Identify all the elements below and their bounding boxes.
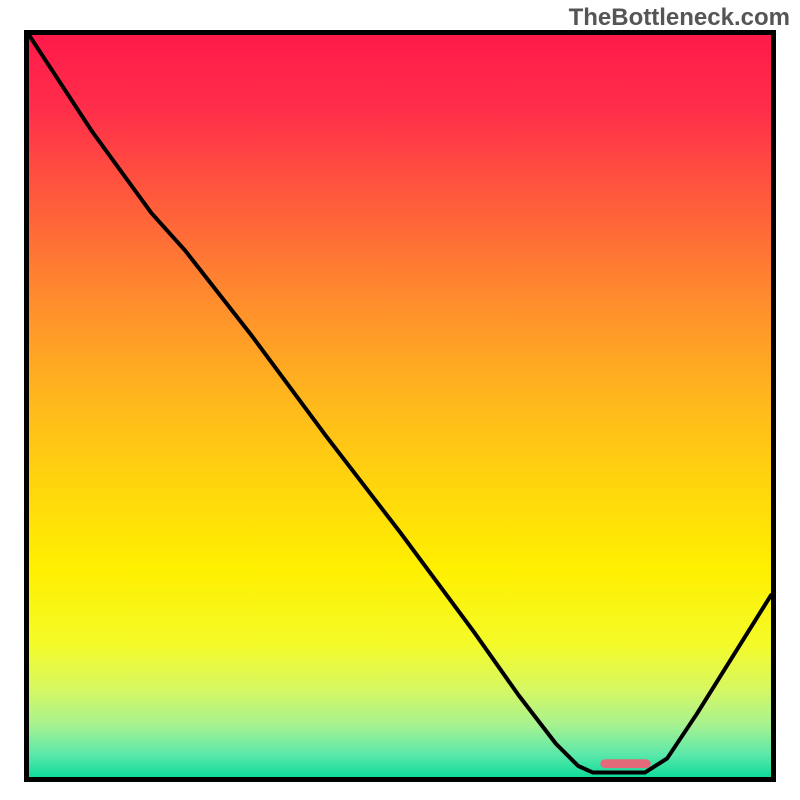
optimal-marker xyxy=(29,35,771,777)
plot-area xyxy=(29,35,771,777)
watermark-text: TheBottleneck.com xyxy=(569,4,790,32)
chart-container: TheBottleneck.com xyxy=(0,0,800,800)
